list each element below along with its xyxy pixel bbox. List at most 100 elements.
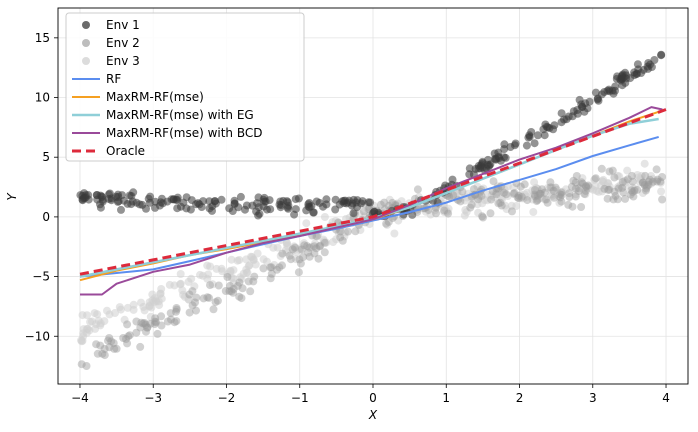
- scatter-point-env2: [477, 191, 486, 200]
- scatter-point-env2: [139, 319, 148, 328]
- scatter-point-env2: [621, 194, 630, 203]
- scatter-point-env2: [577, 203, 586, 211]
- scatter-point-env3: [390, 229, 399, 238]
- scatter-point-env1: [291, 205, 300, 214]
- scatter-point-env2: [119, 334, 128, 342]
- legend: Env 1 Env 2 Env 3 RF MaxRM-RF(mse) MaxRM-RF(m…: [65, 12, 305, 162]
- scatter-point-env2: [112, 344, 121, 353]
- scatter-point-env2: [297, 245, 306, 254]
- scatter-point-env2: [185, 290, 194, 299]
- scatter-point-env1: [260, 197, 269, 206]
- scatter-point-env2: [249, 277, 258, 286]
- legend-label: Env 3: [106, 54, 140, 68]
- legend-label: Env 1: [106, 18, 140, 32]
- scatter-point-env1: [205, 204, 214, 213]
- scatter-point-env2: [641, 171, 650, 180]
- scatter-point-env1: [255, 209, 264, 218]
- scatter-point-env2: [658, 195, 667, 204]
- scatter-point-env2: [557, 197, 566, 206]
- scatter-point-env1: [603, 86, 612, 95]
- scatter-point-env1: [349, 209, 358, 218]
- scatter-point-env2: [214, 281, 223, 290]
- scatter-point-env2: [486, 209, 495, 218]
- scatter-point-env1: [577, 100, 586, 109]
- scatter-point-env3: [558, 187, 567, 196]
- scatter-point-env1: [633, 60, 642, 69]
- scatter-point-env2: [572, 172, 581, 180]
- scatter-point-env1: [657, 51, 666, 60]
- scatter-point-env1: [151, 197, 160, 206]
- scatter-point-env2: [508, 207, 516, 216]
- scatter-point-env3: [115, 303, 124, 312]
- scatter-point-env1: [117, 205, 125, 214]
- scatter-point-env2: [312, 232, 321, 241]
- scatter-point-env2: [206, 281, 214, 290]
- scatter-point-env3: [620, 177, 629, 185]
- scatter-point-env3: [583, 184, 592, 193]
- scatter-point-env1: [144, 194, 153, 203]
- scatter-point-env1: [234, 203, 243, 212]
- scatter-point-env1: [135, 200, 144, 209]
- scatter-point-env3: [83, 311, 91, 320]
- scatter-point-env2: [105, 343, 114, 352]
- scatter-point-env2: [192, 293, 201, 302]
- scatter-point-env1: [104, 194, 113, 203]
- scatter-point-env3: [276, 252, 285, 260]
- scatter-point-env2: [203, 293, 212, 302]
- scatter-point-env1: [527, 128, 536, 136]
- scatter-point-env2: [191, 298, 199, 307]
- scatter-point-env1: [478, 157, 487, 166]
- scatter-point-env2: [150, 320, 159, 329]
- legend-marker: [82, 39, 90, 47]
- scatter-point-env2: [580, 189, 589, 198]
- scatter-point-env2: [641, 186, 650, 195]
- scatter-point-env2: [272, 265, 281, 274]
- scatter-point-env2: [163, 317, 172, 326]
- scatter-point-env1: [173, 204, 182, 213]
- scatter-point-env2: [600, 184, 609, 193]
- scatter-point-env2: [238, 284, 247, 293]
- scatter-point-env2: [136, 323, 145, 332]
- scatter-point-env1: [478, 163, 487, 172]
- scatter-point-env3: [78, 336, 87, 345]
- scatter-point-env2: [137, 318, 146, 327]
- scatter-point-env2: [605, 185, 614, 194]
- scatter-point-env2: [388, 198, 397, 207]
- scatter-point-env2: [499, 188, 508, 197]
- scatter-point-env2: [571, 192, 580, 201]
- scatter-point-env1: [583, 104, 592, 113]
- scatter-point-env1: [93, 191, 102, 199]
- scatter-point-env2: [623, 175, 632, 184]
- scatter-point-env1: [490, 149, 499, 158]
- scatter-point-env2: [644, 180, 653, 189]
- scatter-point-env2: [532, 197, 541, 206]
- scatter-point-env2: [413, 185, 422, 194]
- scatter-point-env1: [157, 194, 166, 203]
- scatter-point-env2: [569, 176, 578, 185]
- scatter-point-env1: [96, 200, 104, 209]
- scatter-point-env1: [335, 200, 344, 209]
- scatter-point-env2: [564, 200, 573, 209]
- scatter-point-env2: [497, 201, 506, 210]
- scatter-point-env2: [449, 191, 458, 200]
- scatter-point-env2: [514, 194, 523, 203]
- scatter-point-env3: [576, 179, 585, 188]
- scatter-point-env3: [198, 271, 207, 280]
- scatter-point-env3: [498, 186, 507, 195]
- scatter-point-env2: [597, 164, 606, 173]
- scatter-point-env2: [546, 178, 555, 187]
- scatter-point-env1: [510, 141, 519, 150]
- scatter-point-env2: [132, 317, 141, 326]
- scatter-point-env2: [344, 227, 352, 236]
- scatter-point-env1: [225, 204, 234, 213]
- scatter-point-env3: [302, 219, 311, 228]
- scatter-point-env2: [440, 206, 449, 215]
- scatter-point-env2: [611, 191, 620, 200]
- scatter-point-env2: [225, 287, 234, 296]
- legend-label: MaxRM-RF(mse) with BCD: [106, 126, 263, 140]
- scatter-point-env2: [132, 328, 141, 337]
- scatter-point-env2: [565, 193, 574, 201]
- scatter-point-env2: [640, 181, 649, 190]
- scatter-point-env2: [466, 203, 475, 212]
- scatter-point-env2: [172, 317, 181, 326]
